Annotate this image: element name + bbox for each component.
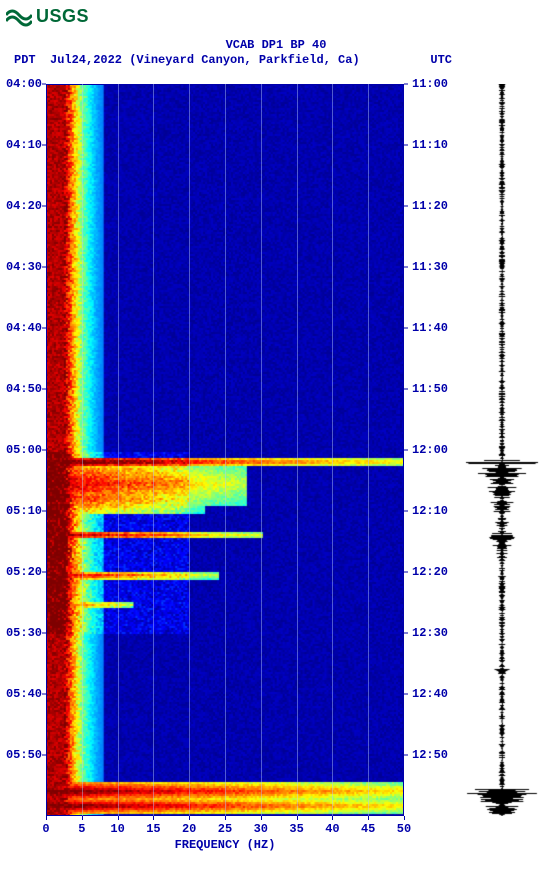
y-left-tick: 05:20 [6,565,42,579]
x-tick: 25 [218,822,232,836]
x-tick: 50 [397,822,411,836]
x-tick: 15 [146,822,160,836]
waveform-strip [460,84,544,816]
usgs-logo-text: USGS [36,6,89,27]
x-tick: 40 [325,822,339,836]
y-right-tick: 11:00 [412,77,448,91]
y-right-tick: 12:40 [412,687,448,701]
plot-title: VCAB DP1 BP 40 [0,38,552,52]
spectrogram-canvas [46,84,404,816]
y-right-tick: 12:00 [412,443,448,457]
x-axis-label: FREQUENCY (HZ) [46,838,404,852]
y-left-tick: 04:30 [6,260,42,274]
usgs-logo: USGS [6,6,89,27]
y-axis-right-utc: 11:0011:1011:2011:3011:4011:5012:0012:10… [404,84,454,816]
y-left-tick: 04:10 [6,138,42,152]
y-right-tick: 11:40 [412,321,448,335]
x-tick: 45 [361,822,375,836]
y-left-tick: 05:00 [6,443,42,457]
x-tick: 20 [182,822,196,836]
y-right-tick: 12:10 [412,504,448,518]
y-right-tick: 12:30 [412,626,448,640]
x-axis-frequency: FREQUENCY (HZ) 05101520253035404550 [46,816,404,856]
date-label: Jul24,2022 (Vineyard Canyon, Parkfield, … [50,53,360,67]
x-tick: 30 [254,822,268,836]
tz-right-label: UTC [430,53,452,67]
y-right-tick: 11:30 [412,260,448,274]
spectrogram-plot [46,84,404,816]
y-left-tick: 05:50 [6,748,42,762]
y-left-tick: 05:40 [6,687,42,701]
y-axis-left-pdt: 04:0004:1004:2004:3004:4004:5005:0005:10… [0,84,46,816]
y-right-tick: 11:50 [412,382,448,396]
y-left-tick: 04:20 [6,199,42,213]
y-left-tick: 04:40 [6,321,42,335]
y-right-tick: 11:10 [412,138,448,152]
y-left-tick: 05:30 [6,626,42,640]
y-left-tick: 04:50 [6,382,42,396]
y-right-tick: 12:20 [412,565,448,579]
y-left-tick: 04:00 [6,77,42,91]
x-tick: 0 [42,822,49,836]
x-tick: 10 [110,822,124,836]
y-right-tick: 11:20 [412,199,448,213]
usgs-wave-icon [6,7,32,27]
x-tick: 35 [289,822,303,836]
x-tick: 5 [78,822,85,836]
y-left-tick: 05:10 [6,504,42,518]
tz-left-label: PDT [14,53,36,67]
y-right-tick: 12:50 [412,748,448,762]
waveform-canvas [460,84,544,816]
